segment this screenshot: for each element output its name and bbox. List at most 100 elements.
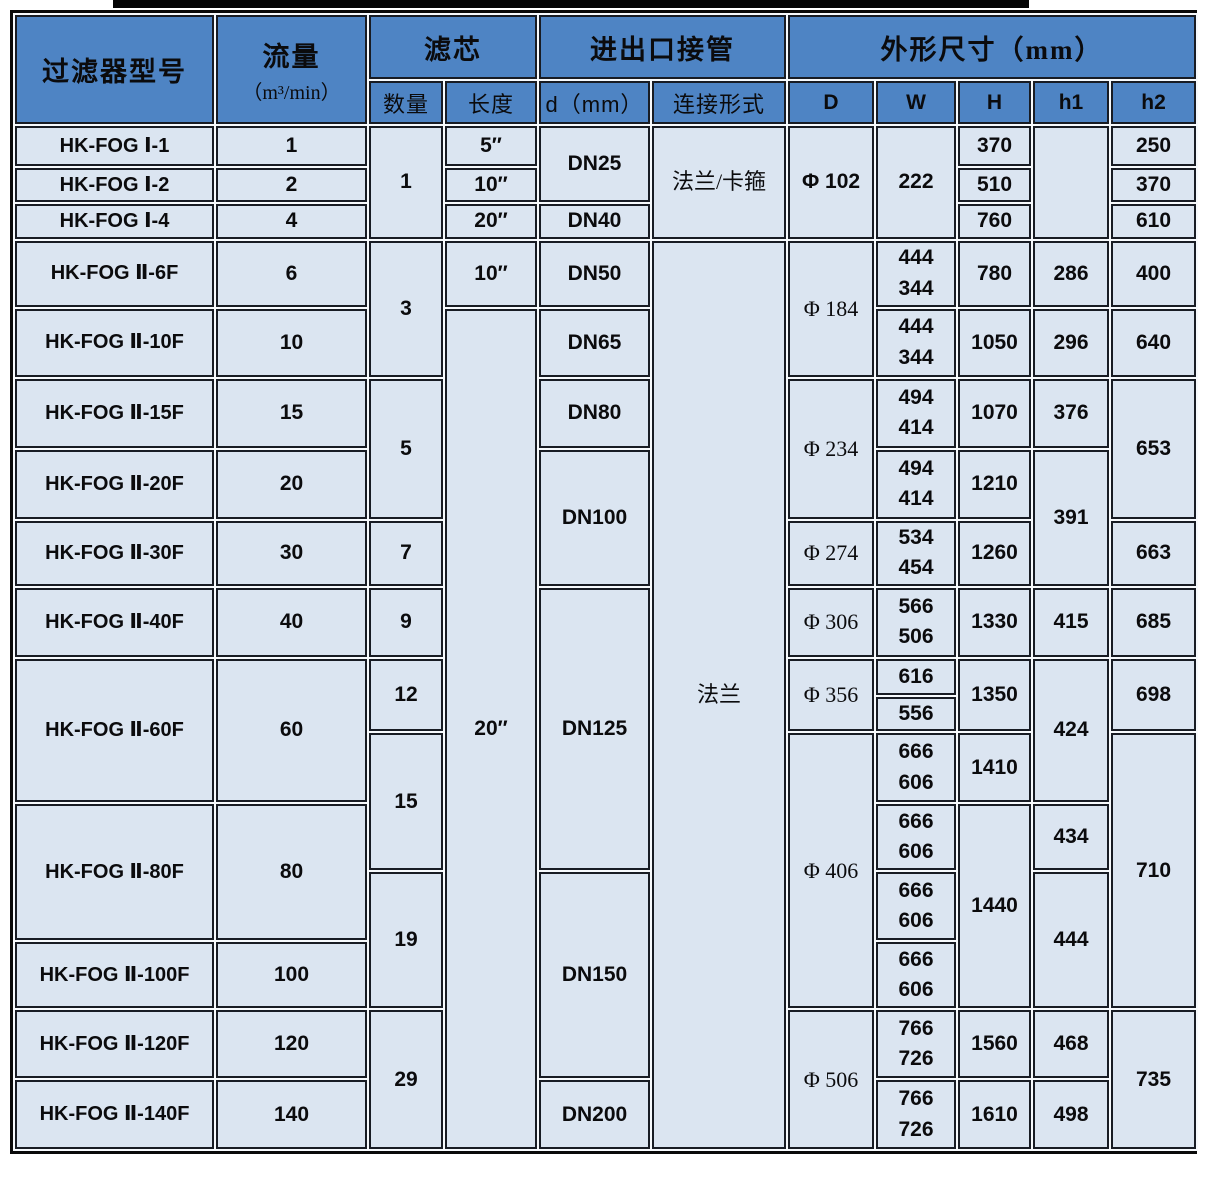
cell-flow: 100: [216, 942, 367, 1009]
cell-flow: 4: [216, 204, 367, 239]
cell-W: 666 606: [876, 733, 956, 803]
cell-W: 494 414: [876, 378, 956, 448]
cell-h1: 468: [1033, 1010, 1109, 1079]
table-row: HK-FOG Ⅱ-20F 20 DN100 494 414 1210 391: [15, 449, 1196, 586]
cell-model: HK-FOG Ⅱ-120F: [15, 1010, 214, 1079]
cell-d: DN50: [539, 240, 650, 307]
cell-D: Φ 274: [788, 520, 874, 586]
cell-flow: 30: [216, 520, 367, 586]
cell-model: HK-FOG Ⅱ-80F: [15, 804, 214, 941]
table-row: HK-FOG Ⅱ-140F 140 DN200 766 726 1610 498: [15, 1080, 1196, 1150]
cell-H: 1610: [958, 1080, 1031, 1150]
cell-W: 556: [876, 696, 956, 732]
cell-d: DN200: [539, 1080, 650, 1150]
table-row: 556: [15, 696, 1196, 732]
header-flow-unit: （m³/min）: [242, 81, 341, 104]
table-row: HK-FOG Ⅱ-60F 60 12 Φ 356 616 1350 424 69…: [15, 658, 1197, 803]
cell-model: HK-FOG Ⅱ-140F: [15, 1080, 214, 1150]
cell-h2: 250: [1111, 126, 1197, 166]
cell-D: Φ 306: [788, 587, 874, 657]
header-row-2: 数量 长度 d（mm） 连接形式 D W H h1 h2: [15, 81, 1197, 124]
cell-d: DN80: [539, 378, 650, 448]
cell-W: 222: [876, 126, 956, 239]
cell-H: 1440: [958, 804, 1031, 1009]
cell-quantity: 3: [369, 240, 443, 377]
header-D: D: [788, 81, 874, 124]
cell-H: 510: [958, 168, 1031, 203]
table-row: HK-FOG Ⅱ-80F 80 666 606 1440 434: [15, 804, 1196, 1009]
cell-flow: 10: [216, 308, 367, 377]
cell-D: Φ 406: [788, 733, 874, 1009]
cell-h1: 415: [1033, 587, 1109, 657]
table-row: HK-FOG Ⅰ-2 2 10″ 510 370: [15, 168, 1197, 203]
cell-h1: 391: [1033, 449, 1109, 586]
top-black-bar: [113, 0, 1029, 8]
table-row: HK-FOG Ⅱ-15F 15 5 DN80 Φ 234 494 414 107…: [15, 378, 1197, 519]
cell-W: 566 506: [876, 587, 956, 657]
cell-d: DN40: [539, 204, 650, 239]
cell-quantity: 5: [369, 378, 443, 519]
cell-H: 1330: [958, 587, 1031, 657]
cell-H: 1410: [958, 733, 1031, 803]
cell-D: Φ 506: [788, 1010, 874, 1150]
cell-model: HK-FOG Ⅱ-30F: [15, 520, 214, 586]
header-inlet-outlet: 进出口接管: [539, 15, 786, 79]
cell-flow: 2: [216, 168, 367, 203]
header-quantity: 数量: [369, 81, 443, 124]
cell-flow: 120: [216, 1010, 367, 1079]
cell-H: 1070: [958, 378, 1031, 448]
cell-quantity: 9: [369, 587, 443, 657]
cell-h1: 286: [1033, 240, 1109, 307]
cell-length: 20″: [445, 308, 537, 1150]
cell-W: 616: [876, 658, 956, 695]
cell-W: 766 726: [876, 1010, 956, 1079]
cell-length: 20″: [445, 204, 537, 239]
table-row: HK-FOG Ⅰ-4 4 20″ DN40 760 610: [15, 204, 1197, 239]
cell-W: 444 344: [876, 240, 956, 307]
cell-D: Φ 356: [788, 658, 874, 732]
cell-W: 534 454: [876, 520, 956, 586]
cell-W: 766 726: [876, 1080, 956, 1150]
cell-quantity: 7: [369, 520, 443, 586]
cell-h2: 610: [1111, 204, 1197, 239]
cell-h2: 370: [1111, 168, 1197, 203]
header-H: H: [958, 81, 1031, 124]
cell-quantity: 12: [369, 658, 443, 732]
cell-H: 760: [958, 204, 1031, 239]
header-filter-element: 滤芯: [369, 15, 537, 79]
cell-h1: 444: [1033, 872, 1109, 1009]
cell-h2: 653: [1111, 378, 1197, 519]
cell-h2: 710: [1111, 733, 1197, 1009]
cell-h1: 434: [1033, 804, 1109, 871]
cell-h2: 663: [1111, 520, 1197, 586]
cell-h2: 735: [1111, 1010, 1197, 1150]
cell-model: HK-FOG Ⅱ-40F: [15, 587, 214, 657]
cell-H: 370: [958, 126, 1031, 166]
header-h2: h2: [1111, 81, 1197, 124]
cell-W: 494 414: [876, 449, 956, 519]
header-h1: h1: [1033, 81, 1109, 124]
header-flow: 流量 （m³/min）: [216, 15, 367, 124]
cell-h2: 685: [1111, 587, 1197, 657]
cell-model: HK-FOG Ⅱ-6F: [15, 240, 214, 307]
cell-W: 666 606: [876, 872, 956, 941]
cell-connection: 法兰/卡箍: [652, 126, 786, 239]
cell-H: 1350: [958, 658, 1031, 732]
cell-W: 666 606: [876, 942, 956, 1009]
cell-h2: 698: [1111, 658, 1197, 732]
spec-table-container: 过滤器型号 流量 （m³/min） 滤芯 进出口接管 外形尺寸（mm） 数量 长度…: [10, 10, 1199, 1155]
cell-h1: 424: [1033, 658, 1109, 803]
cell-flow: 140: [216, 1080, 367, 1150]
cell-length: 10″: [445, 240, 537, 307]
cell-model: HK-FOG Ⅰ-1: [15, 126, 214, 166]
cell-h2: 400: [1111, 240, 1197, 307]
cell-H: 1050: [958, 308, 1031, 377]
filter-spec-table: 过滤器型号 流量 （m³/min） 滤芯 进出口接管 外形尺寸（mm） 数量 长度…: [13, 13, 1199, 1152]
table-row: HK-FOG Ⅰ-1 1 1 5″ DN25 法兰/卡箍 Φ 102 222 3…: [15, 126, 1197, 239]
cell-flow: 15: [216, 378, 367, 448]
cell-model: HK-FOG Ⅱ-60F: [15, 658, 214, 803]
cell-D: Φ 102: [788, 126, 874, 239]
table-row: HK-FOG Ⅱ-120F 120 29 Φ 506 766 726 1560 …: [15, 1010, 1197, 1150]
cell-connection: 法兰: [652, 240, 786, 1150]
cell-quantity: 29: [369, 1010, 443, 1150]
